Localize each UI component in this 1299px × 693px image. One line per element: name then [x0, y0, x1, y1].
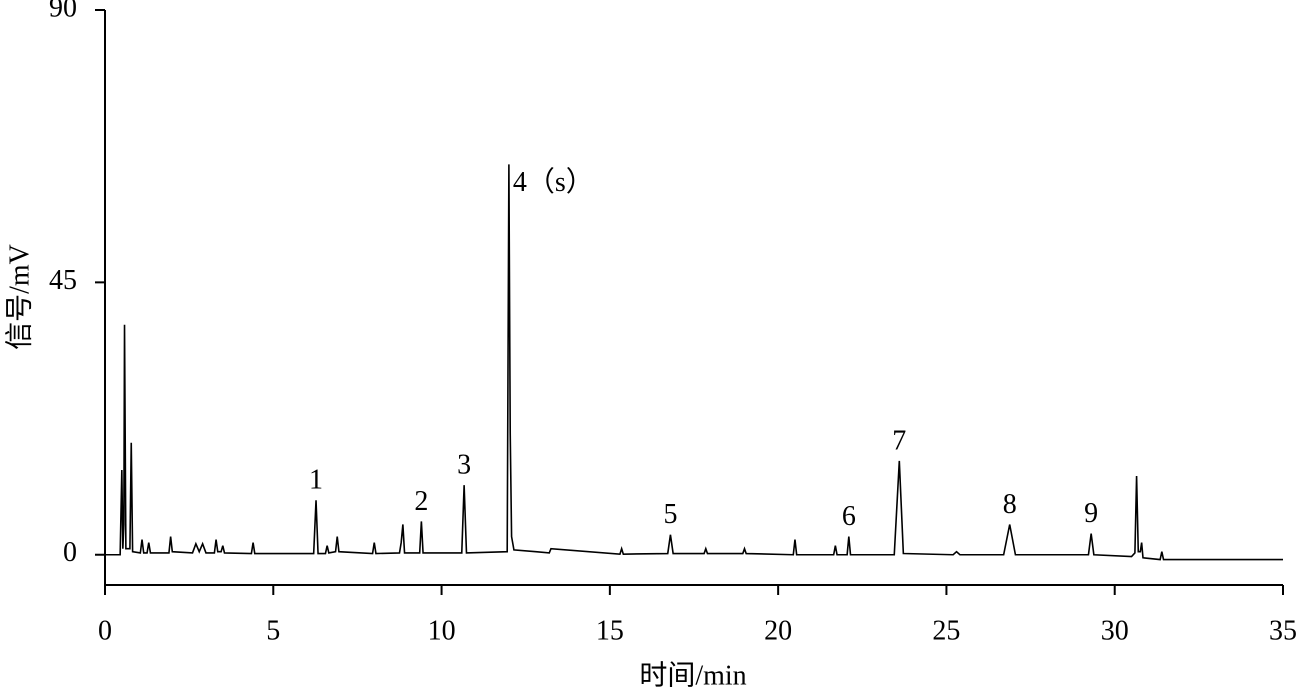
x-tick-label: 15: [596, 615, 624, 646]
peak-label: 4（s）: [513, 166, 594, 198]
peak-label: 6: [842, 501, 856, 532]
x-axis-label: 时间/min: [639, 659, 746, 691]
signal-trace: [105, 164, 1283, 561]
y-axis-label: 信号/mV: [3, 244, 35, 350]
x-tick-label: 30: [1101, 615, 1129, 646]
x-tick-label: 10: [428, 615, 456, 646]
x-tick-label: 35: [1269, 615, 1297, 646]
x-tick-label: 25: [932, 615, 960, 646]
peak-label: 5: [663, 499, 677, 530]
y-tick-label: 90: [49, 0, 77, 23]
x-tick-label: 20: [764, 615, 792, 646]
x-tick-label: 5: [266, 615, 280, 646]
peak-label: 1: [309, 465, 323, 496]
y-tick-label: 0: [63, 537, 77, 568]
peak-label: 7: [892, 425, 906, 456]
peak-label: 9: [1084, 498, 1098, 529]
y-tick-label: 45: [49, 265, 77, 296]
peak-label: 8: [1003, 489, 1017, 520]
peak-label: 2: [414, 486, 428, 517]
peak-label: 3: [457, 450, 471, 481]
x-tick-label: 0: [98, 615, 112, 646]
